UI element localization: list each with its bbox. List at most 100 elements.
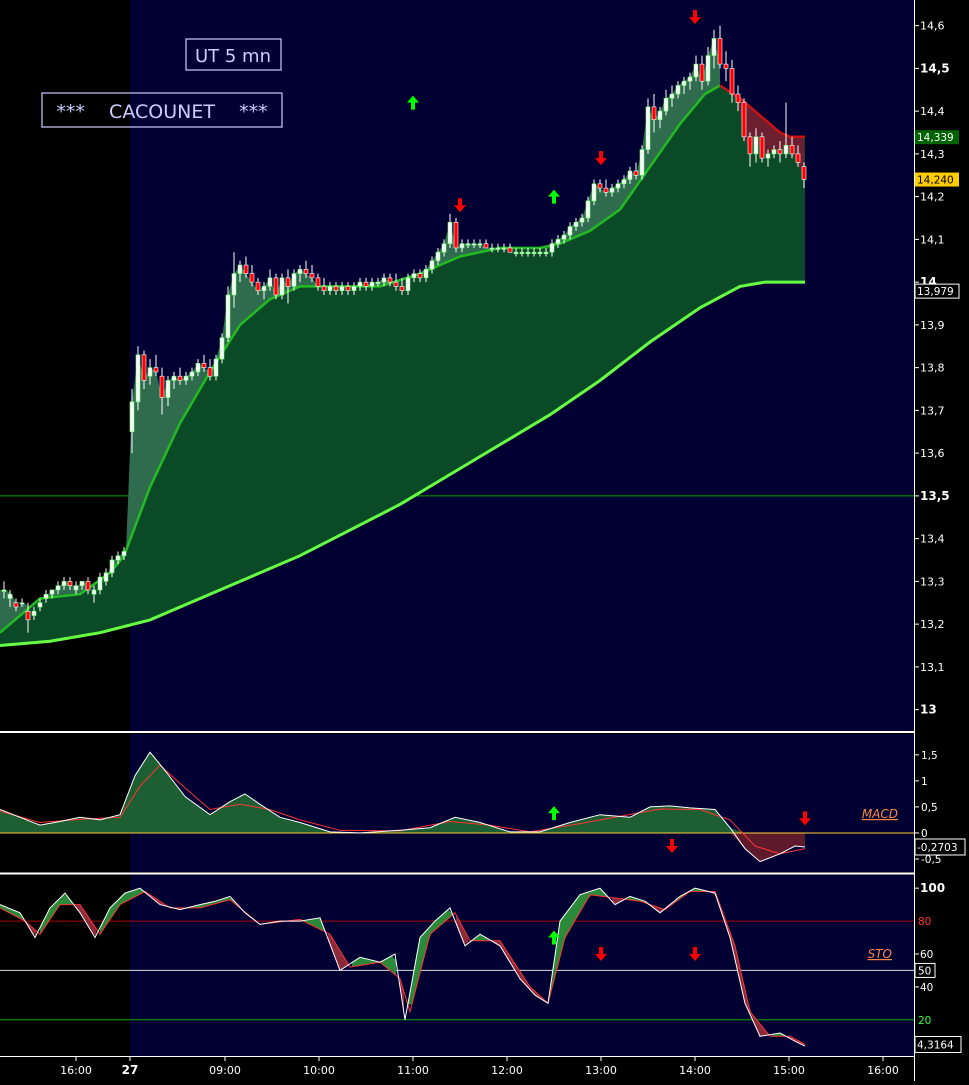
candle-body-120 bbox=[723, 63, 729, 69]
macd-value-badge bbox=[914, 838, 966, 856]
sto-fill-3 bbox=[76, 904, 96, 936]
candle-body-46 bbox=[279, 277, 285, 296]
candle-body-130 bbox=[783, 145, 789, 155]
macd-positive-fill bbox=[0, 752, 805, 833]
ma-slow-line bbox=[0, 280, 805, 647]
candle-body-19 bbox=[115, 555, 121, 561]
sto-badge-3 bbox=[914, 962, 936, 978]
brand-badge: *** CACOUNET *** bbox=[41, 92, 283, 128]
candle-body-110 bbox=[663, 98, 669, 112]
candle-body-43 bbox=[261, 286, 267, 291]
candle-body-115 bbox=[693, 63, 699, 78]
price-y-tick-5: 14,1 bbox=[920, 233, 945, 246]
candle-body-85 bbox=[513, 251, 519, 255]
candle-body-77 bbox=[465, 243, 471, 246]
candle-body-96 bbox=[579, 217, 585, 223]
candle-body-113 bbox=[681, 80, 687, 86]
candle-body-94 bbox=[567, 226, 573, 236]
candle-body-4 bbox=[25, 611, 31, 621]
candle-body-38 bbox=[231, 273, 237, 296]
candle-body-68 bbox=[411, 273, 417, 279]
candle-body-105 bbox=[633, 170, 639, 176]
macd-y-tick-1: 1 bbox=[921, 776, 928, 788]
candle-body-29 bbox=[177, 375, 183, 381]
candle-body-37 bbox=[225, 294, 231, 339]
candle-body-114 bbox=[687, 76, 693, 82]
x-tick-0: 16:00 bbox=[60, 1064, 92, 1077]
candle-body-34 bbox=[207, 367, 213, 377]
sto-fill-17 bbox=[456, 914, 468, 944]
candle-body-51 bbox=[309, 273, 315, 279]
candle-body-124 bbox=[747, 136, 753, 155]
brand-label: *** CACOUNET *** bbox=[56, 101, 267, 123]
candle-body-31 bbox=[189, 371, 195, 377]
candle-body-132 bbox=[795, 153, 801, 163]
candle-body-8 bbox=[49, 589, 55, 595]
candle-body-108 bbox=[651, 106, 657, 120]
candle-body-91 bbox=[549, 243, 555, 253]
candle-body-74 bbox=[447, 221, 453, 244]
price-y-tick-4: 14,2 bbox=[920, 191, 945, 204]
candle-body-126 bbox=[759, 136, 765, 159]
candle-body-13 bbox=[79, 581, 85, 586]
candle-body-15 bbox=[91, 589, 97, 595]
candle-body-73 bbox=[441, 243, 447, 253]
candle-body-26 bbox=[159, 375, 165, 398]
candle-body-18 bbox=[109, 559, 115, 574]
candle-body-63 bbox=[381, 277, 387, 283]
stochastic-panel bbox=[0, 887, 914, 1047]
candle-body-66 bbox=[399, 286, 405, 291]
sto-y-tick-3: 50 bbox=[918, 965, 931, 977]
candle-body-101 bbox=[609, 187, 615, 193]
candle-body-88 bbox=[531, 251, 537, 255]
candle-body-24 bbox=[147, 367, 153, 377]
x-tick-4: 11:00 bbox=[397, 1064, 429, 1077]
candle-body-128 bbox=[771, 149, 777, 155]
price-y-tick-10: 13,6 bbox=[920, 447, 945, 460]
candle-body-16 bbox=[97, 576, 103, 591]
price-value-badge-0 bbox=[915, 130, 959, 145]
price-y-tick-1: 14,5 bbox=[920, 61, 950, 75]
candle-body-125 bbox=[753, 136, 759, 155]
candle-body-112 bbox=[675, 85, 681, 95]
candle-body-49 bbox=[297, 269, 303, 274]
x-tick-2: 09:00 bbox=[209, 1064, 241, 1077]
sto-fill-14 bbox=[352, 955, 396, 976]
macd-y-tick-0: 1,5 bbox=[921, 750, 938, 762]
candle-body-12 bbox=[73, 585, 79, 591]
sto-signal-down-arrow-2 bbox=[689, 946, 701, 961]
sto-fill-13 bbox=[328, 933, 348, 971]
candle-body-3 bbox=[19, 602, 25, 605]
candle-body-100 bbox=[603, 187, 609, 193]
candle-body-30 bbox=[183, 375, 189, 381]
candle-body-107 bbox=[645, 106, 651, 150]
timeframe-badge: UT 5 mn bbox=[185, 38, 282, 71]
candle-body-62 bbox=[375, 281, 381, 284]
candle-body-131 bbox=[789, 145, 795, 155]
candle-body-81 bbox=[489, 247, 495, 250]
candle-body-104 bbox=[627, 170, 633, 180]
candle-body-83 bbox=[501, 247, 507, 250]
candle-body-40 bbox=[243, 264, 249, 274]
price-signal-up-arrow-0 bbox=[407, 95, 419, 110]
candle-body-36 bbox=[219, 337, 225, 360]
price-signal-down-arrow-1 bbox=[454, 198, 466, 213]
candle-body-70 bbox=[423, 269, 429, 279]
candle-body-9 bbox=[55, 585, 61, 591]
macd-y-tick-2: 0,5 bbox=[921, 802, 938, 814]
candle-body-2 bbox=[13, 602, 19, 608]
price-y-tick-3: 14,3 bbox=[920, 148, 945, 161]
candle-body-117 bbox=[705, 55, 711, 82]
candle-body-90 bbox=[543, 251, 549, 255]
candle-body-27 bbox=[165, 380, 171, 398]
sto-y-tick-4: 40 bbox=[920, 982, 933, 994]
candle-body-118 bbox=[711, 38, 717, 56]
candle-body-58 bbox=[351, 286, 357, 291]
candle-body-32 bbox=[195, 363, 201, 373]
sto-value-badge bbox=[914, 1035, 962, 1053]
candle-body-48 bbox=[291, 273, 297, 287]
candle-body-41 bbox=[249, 273, 255, 283]
price-y-tick-14: 13,2 bbox=[920, 618, 945, 631]
macd-signal-line bbox=[0, 764, 806, 855]
candle-body-56 bbox=[339, 286, 345, 291]
